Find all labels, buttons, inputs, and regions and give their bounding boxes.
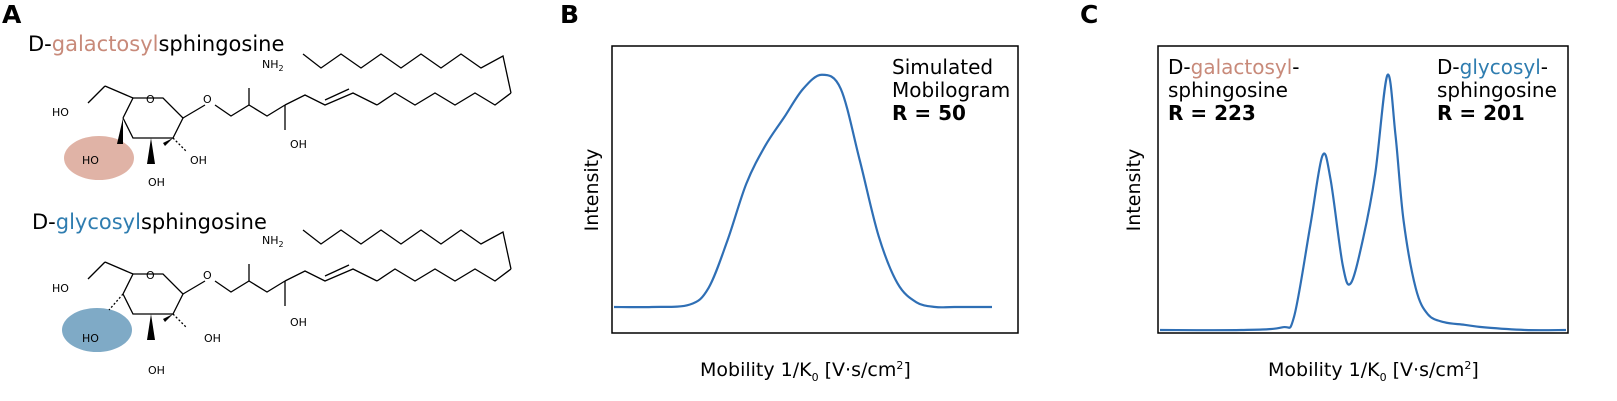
atom-label-ho: HO: [52, 106, 69, 119]
atom-label-ho: HO: [82, 332, 99, 345]
glycosyl-hydroxyl-highlight: [62, 308, 132, 352]
atom-label-oh: OH: [204, 332, 221, 345]
atom-label-ho: HO: [82, 154, 99, 167]
atom-label-nh2: NH2: [262, 58, 284, 73]
atom-label-oh: OH: [290, 138, 307, 151]
panel-label-b: B: [560, 0, 580, 29]
annotation-mobilogram: Mobilogram: [892, 78, 1010, 102]
compound-highlight-glycosyl: glycosyl: [55, 210, 141, 234]
atom-label-o: O: [146, 269, 155, 282]
y-axis-label-c: Intensity: [1123, 149, 1145, 232]
x-axis-label-b: Mobility 1/K0 [V·s/cm2]: [700, 359, 911, 384]
atom-label-o: O: [203, 93, 212, 106]
compound-title-galactosyl: D-galactosylsphingosine: [28, 34, 284, 55]
atom-label-oh: OH: [290, 316, 307, 329]
panel-label-a: A: [2, 0, 22, 29]
atom-label-oh: OH: [148, 364, 165, 377]
compound-title-glycosyl: D-glycosylsphingosine: [32, 212, 267, 233]
compound-prefix: D-: [32, 210, 56, 234]
glycosylsphingosine-structure: [87, 229, 512, 341]
plot-frame-b: [611, 45, 1019, 334]
annotation-resolution-b: R = 50: [892, 101, 966, 125]
y-axis-label-b: Intensity: [581, 149, 603, 232]
label-glycosyl-line1: D-glycosyl-: [1437, 55, 1548, 79]
label-galactosyl-line2: sphingosine: [1168, 78, 1288, 102]
mobilogram-trace-b: [613, 73, 992, 309]
atom-label-nh2: NH2: [262, 234, 284, 249]
plot-frame-c: [1157, 45, 1569, 334]
mobilogram-trace-c: [1159, 73, 1567, 332]
x-axis-label-c: Mobility 1/K0 [V·s/cm2]: [1268, 359, 1479, 384]
label-glycosyl-resolution: R = 201: [1437, 101, 1525, 125]
label-galactosyl-line1: D-galactosyl-: [1168, 55, 1300, 79]
atom-label-oh: OH: [148, 176, 165, 189]
galactosylsphingosine-structure: [87, 53, 512, 165]
galactosyl-hydroxyl-highlight: [64, 136, 134, 180]
compound-suffix: sphingosine: [140, 210, 267, 234]
label-galactosyl-resolution: R = 223: [1168, 101, 1256, 125]
atom-label-o: O: [203, 269, 212, 282]
atom-label-ho: HO: [52, 282, 69, 295]
compound-prefix: D-: [28, 32, 52, 56]
annotation-simulated: Simulated: [892, 55, 993, 79]
compound-highlight-galactosyl: galactosyl: [51, 32, 159, 56]
atom-label-oh: OH: [190, 154, 207, 167]
atom-label-o: O: [146, 93, 155, 106]
label-glycosyl-line2: sphingosine: [1437, 78, 1557, 102]
panel-label-c: C: [1080, 0, 1099, 29]
compound-suffix: sphingosine: [158, 32, 285, 56]
